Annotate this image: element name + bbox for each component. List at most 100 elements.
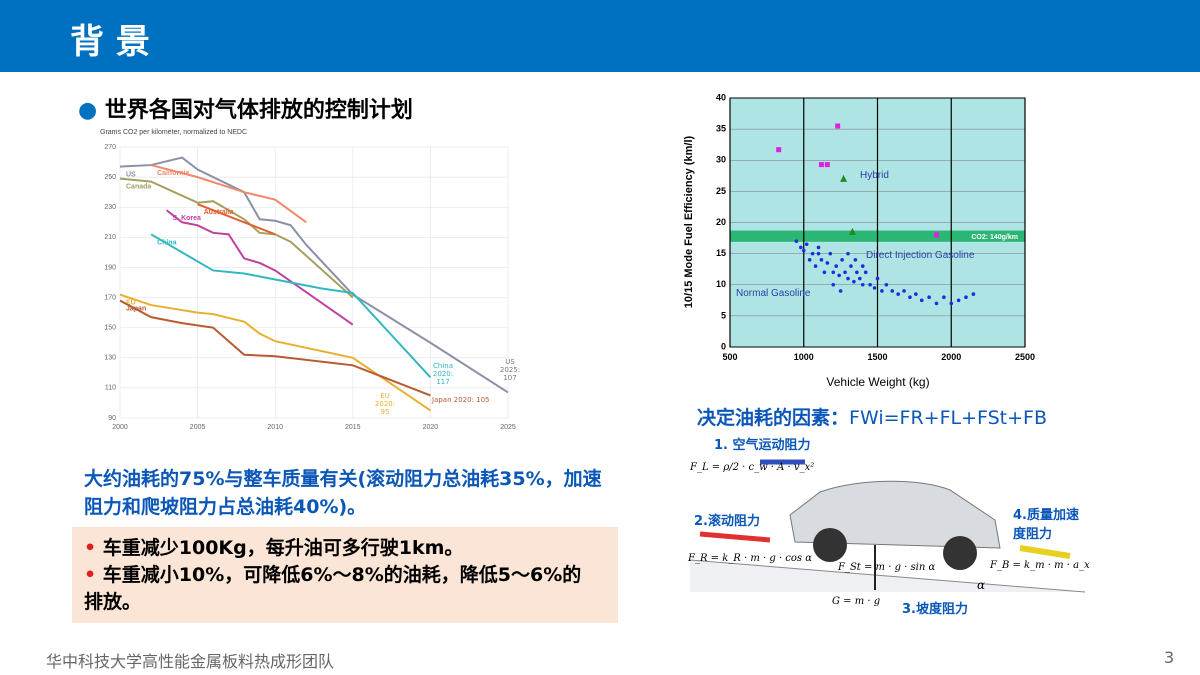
x-tick-label: 2005 — [190, 424, 206, 431]
wheel — [813, 528, 847, 562]
point — [824, 162, 830, 168]
point — [855, 270, 859, 275]
footer: 华中科技大学高性能金属板料热成形团队 — [46, 652, 335, 671]
wheel — [943, 536, 977, 570]
equation: F_B = k_m · m · a_x — [990, 560, 1090, 571]
annotation: China 2020: 117 — [432, 362, 454, 386]
chart-title: Grams CO2 per kilometer, normalized to N… — [100, 129, 247, 136]
point — [942, 295, 946, 300]
point — [852, 279, 856, 284]
y-tick-label: 210 — [104, 234, 116, 241]
series-line — [165, 209, 354, 326]
note-item: • 车重减小10%，可降低6%～8%的油耗，降低5～6%的排放。 — [84, 564, 582, 613]
bullet: ● 世界各国对气体排放的控制计划 — [78, 98, 413, 123]
band-label: CO2: 140g/km — [971, 234, 1018, 241]
series-label: Hybrid — [860, 170, 889, 181]
point — [794, 239, 799, 243]
x-tick-label: 2500 — [1015, 352, 1035, 362]
series-line — [119, 156, 509, 394]
y-tick-label: 250 — [104, 174, 116, 181]
y-tick-label: 270 — [104, 144, 116, 151]
factors-title: 决定油耗的因素： — [697, 407, 850, 429]
point — [843, 270, 847, 275]
x-tick-label: 1500 — [867, 352, 887, 362]
plot-border — [729, 97, 1026, 348]
point — [825, 261, 830, 265]
point — [776, 147, 782, 153]
point — [964, 295, 968, 300]
equation: G = m · g — [832, 596, 881, 607]
y-tick-label: 5 — [721, 310, 726, 320]
x-tick-label: 2020 — [423, 424, 439, 431]
point — [818, 162, 824, 168]
factors: 决定油耗的因素：FWi=FR+FL+FSt+FB — [697, 403, 1047, 430]
y-axis-label: 10/15 Mode Fuel Efficiency (km/l) — [683, 135, 695, 308]
point — [804, 242, 809, 247]
y-tick-label: 90 — [108, 415, 116, 422]
note-item: • 车重减少100Kg，每升油可多行驶1km。 — [84, 537, 464, 559]
point — [835, 123, 841, 129]
car-body — [789, 480, 1001, 549]
y-tick-label: 30 — [716, 155, 726, 165]
point — [971, 292, 976, 296]
y-tick-label: 25 — [716, 186, 726, 196]
point — [846, 276, 850, 281]
point — [801, 248, 806, 253]
y-tick-label: 230 — [104, 204, 116, 211]
annotation: US 2025: 107 — [499, 358, 521, 382]
y-tick-label: 170 — [104, 294, 116, 301]
series-label: Direct Injection Gasoline — [866, 250, 975, 261]
series-line — [150, 164, 307, 224]
y-tick-label: 10 — [716, 279, 726, 289]
point — [816, 245, 821, 250]
point — [927, 295, 931, 300]
point — [840, 174, 848, 182]
x-tick-label: 1000 — [794, 352, 814, 362]
point — [810, 251, 815, 256]
point — [890, 289, 895, 293]
header-title: 背 景 — [70, 22, 150, 62]
point — [822, 270, 827, 275]
series-label: US — [126, 172, 136, 179]
point — [819, 258, 824, 262]
point — [863, 270, 868, 275]
y-tick-label: 150 — [104, 325, 116, 332]
point — [902, 289, 906, 293]
point — [875, 276, 880, 281]
annotation: Japan 2020: 105 — [432, 396, 490, 404]
note-box — [72, 527, 618, 623]
series-line — [119, 299, 431, 397]
equation: F_R = k_R · m · g · cos α — [688, 553, 812, 564]
series-label: EU — [126, 300, 136, 307]
point — [872, 286, 877, 290]
point — [840, 258, 844, 262]
x-tick-label: 2000 — [941, 352, 961, 362]
point — [880, 289, 884, 293]
x-tick-label: 2000 — [112, 424, 128, 431]
annotation: EU 2020: 95 — [374, 392, 396, 416]
y-tick-label: 0 — [721, 341, 726, 351]
point — [837, 273, 841, 278]
note-text: 车重减少100Kg，每升油可多行驶1km。 — [102, 537, 464, 559]
arrow — [699, 531, 771, 543]
series-label: Canada — [126, 184, 151, 191]
point — [807, 258, 812, 262]
y-tick-label: 20 — [716, 217, 726, 227]
point — [853, 258, 858, 262]
x-tick-label: 2015 — [345, 424, 361, 431]
point — [908, 295, 912, 300]
series-line — [150, 233, 432, 379]
equation: F_L = ρ/2 · c_w · A · v_x² — [690, 462, 815, 473]
x-tick-label: 500 — [722, 352, 737, 362]
point — [858, 276, 862, 281]
point — [868, 282, 872, 287]
point — [848, 227, 856, 235]
factors-formula: FWi=FR+FL+FSt+FB — [849, 407, 1047, 429]
point — [799, 245, 803, 250]
series-label: California — [157, 170, 189, 177]
point — [849, 264, 853, 268]
point — [860, 282, 865, 287]
force-label: 1. 空气运动阻力 — [714, 438, 811, 453]
